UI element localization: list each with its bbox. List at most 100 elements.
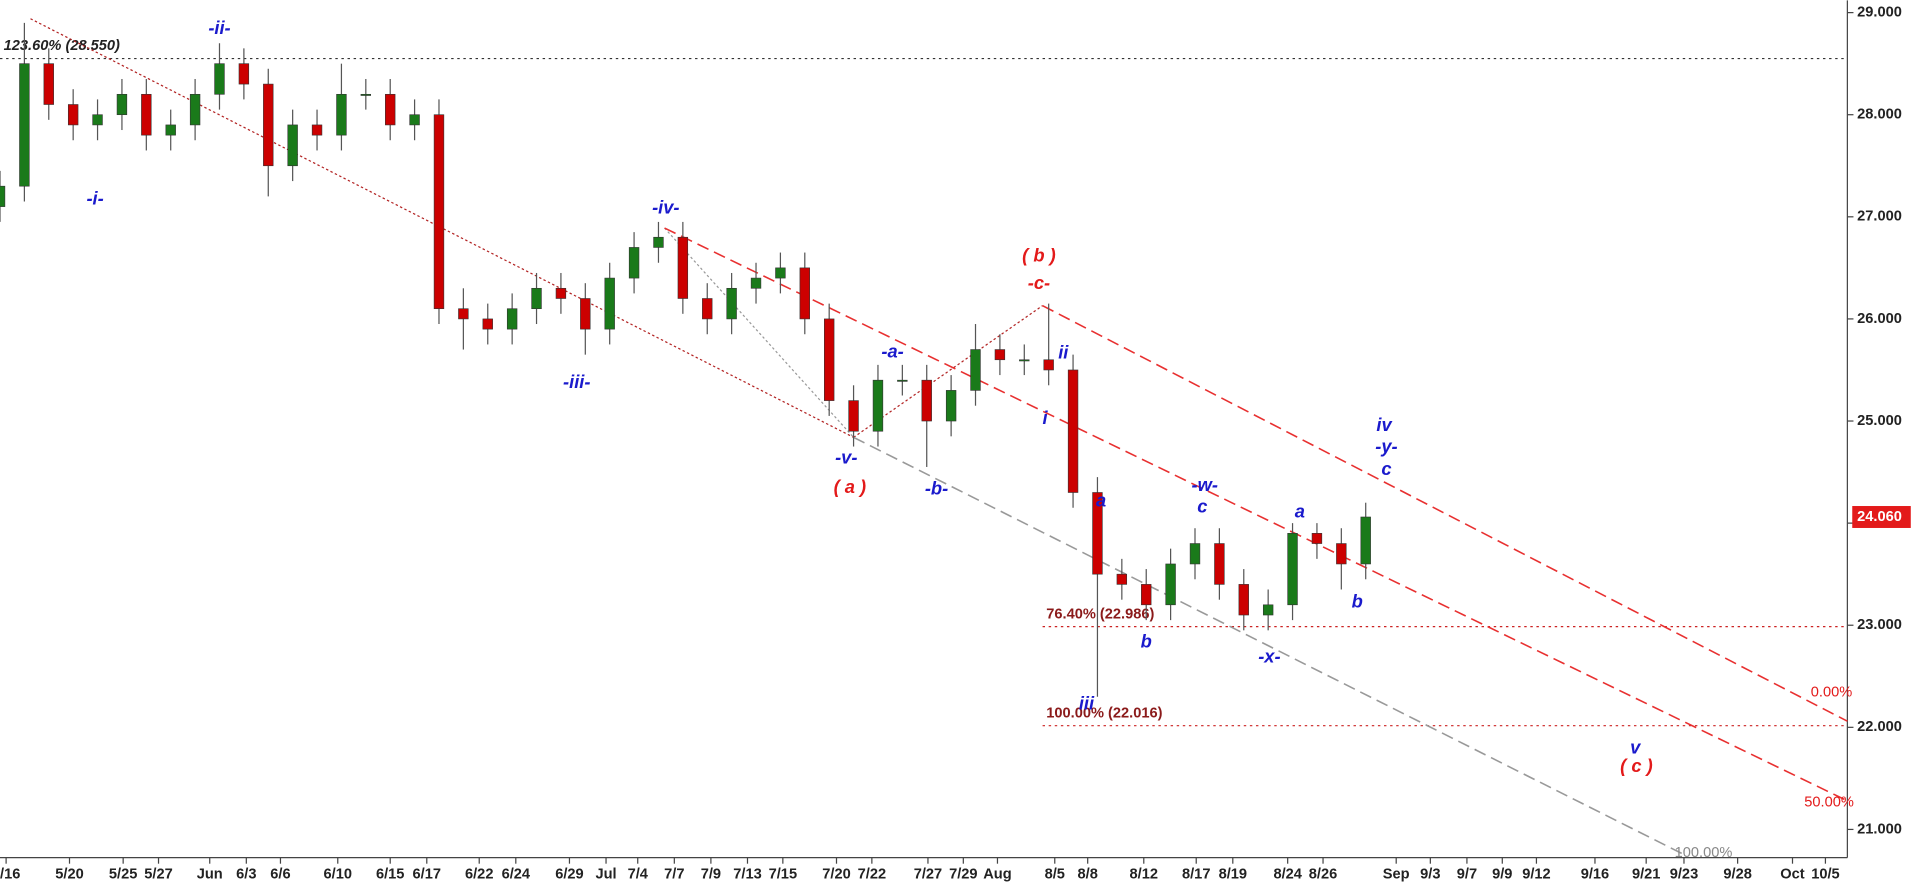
candle-body bbox=[1189, 543, 1201, 565]
fib-label: 100.00% (22.016) bbox=[1046, 705, 1162, 721]
x-tick-label: 6/24 bbox=[502, 867, 531, 883]
candle-body bbox=[1165, 563, 1176, 606]
candle-body bbox=[677, 236, 689, 299]
candle-body bbox=[287, 124, 298, 167]
candle-body bbox=[531, 287, 542, 310]
candle-body bbox=[409, 114, 420, 126]
x-tick-label: 9/28 bbox=[1723, 867, 1751, 883]
x-tick-label: 7/22 bbox=[858, 867, 886, 883]
candle-body bbox=[189, 93, 201, 126]
x-tick-label: 7/4 bbox=[628, 867, 649, 883]
x-tick-label: 5/27 bbox=[144, 867, 172, 883]
wave-label: -i- bbox=[86, 187, 103, 208]
candle-body bbox=[1067, 369, 1079, 493]
candle-body bbox=[1141, 584, 1152, 606]
x-tick-label: 7/27 bbox=[914, 867, 942, 883]
wave-label: c bbox=[1381, 458, 1391, 479]
candle-body bbox=[336, 93, 347, 136]
candle-body bbox=[141, 93, 152, 136]
x-tick-label: 6/22 bbox=[465, 867, 493, 883]
candle-body bbox=[311, 124, 323, 136]
y-tick-label: 25.000 bbox=[1857, 413, 1902, 429]
wave-label: -b- bbox=[925, 477, 948, 498]
x-tick-label: 8/26 bbox=[1309, 867, 1337, 883]
candle-body bbox=[433, 114, 445, 310]
x-tick-label: 8/5 bbox=[1045, 867, 1065, 883]
wave-label: -c- bbox=[1028, 272, 1050, 293]
y-tick-label: 22.000 bbox=[1857, 719, 1902, 735]
x-tick-label: 8/19 bbox=[1219, 867, 1247, 883]
candle-body bbox=[994, 349, 1006, 361]
x-tick-label: 7/15 bbox=[769, 867, 797, 883]
x-tick-label: 7/7 bbox=[664, 867, 684, 883]
wave-label: b bbox=[1352, 591, 1363, 612]
candle-body bbox=[1262, 604, 1274, 616]
x-tick-label: 6/15 bbox=[376, 867, 404, 883]
y-tick-label: 29.000 bbox=[1857, 4, 1902, 20]
x-tick-label: Jul bbox=[595, 867, 616, 883]
channel-label: 0.00% bbox=[1811, 684, 1852, 700]
candle-body bbox=[506, 308, 518, 330]
candle-body bbox=[872, 379, 884, 432]
candle-body bbox=[19, 63, 30, 187]
x-tick-label: 8/12 bbox=[1130, 867, 1158, 883]
wave-label: -iii- bbox=[563, 371, 590, 392]
wave-label: -ii- bbox=[208, 17, 230, 38]
candle-body bbox=[360, 93, 371, 96]
wave-label: c bbox=[1197, 496, 1207, 517]
candle-body bbox=[1311, 533, 1323, 544]
wave-label: v bbox=[1630, 737, 1641, 758]
x-tick-label: 8/8 bbox=[1078, 867, 1098, 883]
x-tick-label: Aug bbox=[983, 867, 1011, 883]
x-tick-label: 8/24 bbox=[1273, 867, 1302, 883]
candle-body bbox=[458, 308, 469, 320]
channel-label: 50.00% bbox=[1804, 795, 1854, 811]
x-tick-label: 7/9 bbox=[701, 867, 721, 883]
candle-body bbox=[1019, 359, 1030, 362]
candle-body bbox=[726, 287, 737, 320]
candle-body bbox=[0, 185, 6, 207]
x-tick-label: 5/25 bbox=[109, 867, 137, 883]
wave-label: ( b ) bbox=[1022, 244, 1056, 265]
candle-body bbox=[43, 63, 54, 105]
candle-body bbox=[945, 390, 957, 422]
candle-body bbox=[555, 287, 567, 299]
candle-body bbox=[1336, 543, 1347, 565]
x-tick-label: 9/3 bbox=[1420, 867, 1440, 883]
y-tick-label: 23.000 bbox=[1857, 617, 1902, 633]
candle-body bbox=[848, 400, 859, 432]
x-tick-label: Sep bbox=[1383, 867, 1410, 883]
candle-body bbox=[238, 63, 250, 85]
candle-body bbox=[482, 318, 493, 330]
candle-body bbox=[1092, 492, 1103, 575]
x-tick-label: 8/17 bbox=[1182, 867, 1210, 883]
x-tick-label: 9/21 bbox=[1632, 867, 1660, 883]
trend-line bbox=[853, 305, 1043, 438]
candle-body bbox=[92, 114, 103, 126]
candle-body bbox=[1287, 533, 1298, 606]
wave-label: a bbox=[1295, 501, 1305, 522]
x-tick-label: Oct bbox=[1780, 867, 1805, 883]
wave-label: b bbox=[1141, 630, 1152, 651]
wave-label: iii bbox=[1079, 693, 1095, 714]
candle-body bbox=[750, 277, 762, 289]
candle-body bbox=[580, 298, 591, 330]
last-price-box bbox=[1852, 506, 1911, 528]
x-tick-label: 7/29 bbox=[949, 867, 977, 883]
trend-line bbox=[664, 227, 855, 438]
x-tick-label: 6/6 bbox=[270, 867, 290, 883]
x-tick-label: 7/20 bbox=[822, 867, 850, 883]
x-tick-label: 9/9 bbox=[1492, 867, 1512, 883]
candle-body bbox=[1360, 516, 1371, 565]
wave-label: a bbox=[1096, 490, 1106, 511]
x-tick-label: 5/20 bbox=[55, 867, 83, 883]
candle-body bbox=[824, 318, 835, 401]
x-tick-label: 6/29 bbox=[555, 867, 583, 883]
candle-body bbox=[1238, 584, 1249, 616]
candle-body bbox=[214, 63, 225, 95]
wave-label: -v- bbox=[835, 447, 857, 468]
x-tick-label: 6/17 bbox=[413, 867, 441, 883]
wave-label: -w- bbox=[1192, 474, 1218, 495]
